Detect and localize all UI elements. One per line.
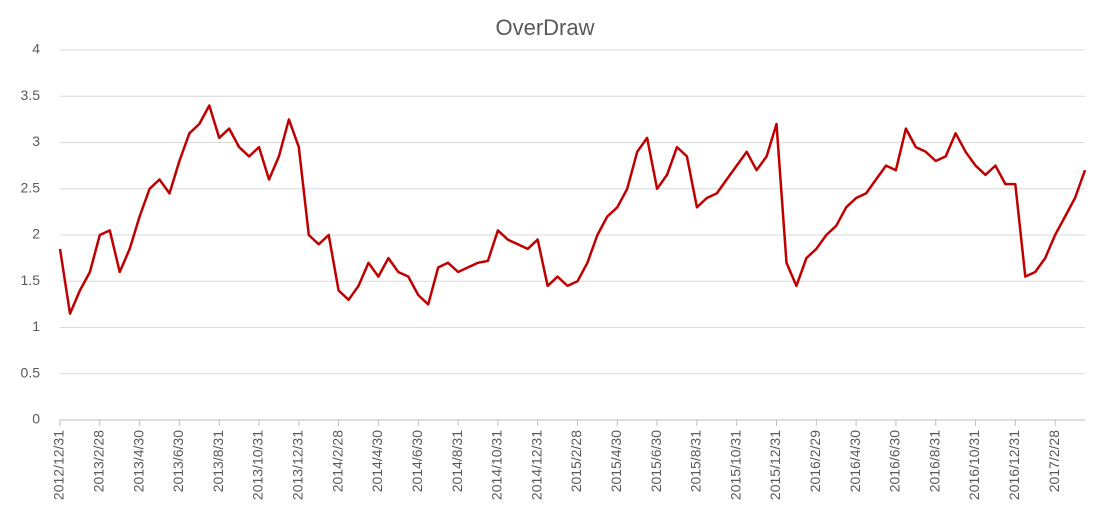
x-tick-label: 2016/10/31 bbox=[966, 430, 982, 500]
y-tick-label: 2 bbox=[32, 226, 40, 242]
x-tick-label: 2012/12/31 bbox=[51, 430, 67, 500]
x-tick-label: 2014/4/30 bbox=[369, 430, 385, 492]
x-tick-label: 2016/4/30 bbox=[847, 430, 863, 492]
x-tick-label: 2013/8/31 bbox=[210, 430, 226, 492]
y-tick-label: 0.5 bbox=[21, 364, 41, 380]
chart-title: OverDraw bbox=[495, 15, 594, 40]
x-tick-label: 2016/6/30 bbox=[887, 430, 903, 492]
x-tick-label: 2015/2/28 bbox=[568, 430, 584, 492]
x-tick-label: 2014/12/31 bbox=[528, 430, 544, 500]
x-tick-label: 2015/6/30 bbox=[648, 430, 664, 492]
x-tick-label: 2016/12/31 bbox=[1006, 430, 1022, 500]
y-tick-label: 1 bbox=[32, 318, 40, 334]
x-tick-label: 2015/12/31 bbox=[767, 430, 783, 500]
y-tick-label: 2.5 bbox=[21, 179, 41, 195]
y-tick-label: 4 bbox=[32, 41, 40, 57]
y-tick-label: 1.5 bbox=[21, 272, 41, 288]
y-tick-label: 3 bbox=[32, 133, 40, 149]
x-tick-label: 2015/4/30 bbox=[608, 430, 624, 492]
y-tick-label: 3.5 bbox=[21, 87, 41, 103]
x-tick-label: 2013/12/31 bbox=[290, 430, 306, 500]
x-tick-label: 2015/10/31 bbox=[727, 430, 743, 500]
x-tick-label: 2013/6/30 bbox=[170, 430, 186, 492]
y-tick-label: 0 bbox=[32, 411, 40, 427]
x-tick-label: 2016/2/29 bbox=[807, 430, 823, 492]
x-tick-label: 2017/2/28 bbox=[1046, 430, 1062, 492]
x-tick-label: 2013/10/31 bbox=[250, 430, 266, 500]
x-tick-label: 2014/10/31 bbox=[489, 430, 505, 500]
line-series bbox=[58, 104, 1087, 315]
x-tick-label: 2014/6/30 bbox=[409, 430, 425, 492]
x-tick-label: 2013/4/30 bbox=[130, 430, 146, 492]
x-tick-label: 2014/2/28 bbox=[329, 430, 345, 492]
x-tick-label: 2014/8/31 bbox=[449, 430, 465, 492]
x-tick-label: 2013/2/28 bbox=[91, 430, 107, 492]
x-tick-label: 2015/8/31 bbox=[688, 430, 704, 492]
x-tick-label: 2016/8/31 bbox=[926, 430, 942, 492]
